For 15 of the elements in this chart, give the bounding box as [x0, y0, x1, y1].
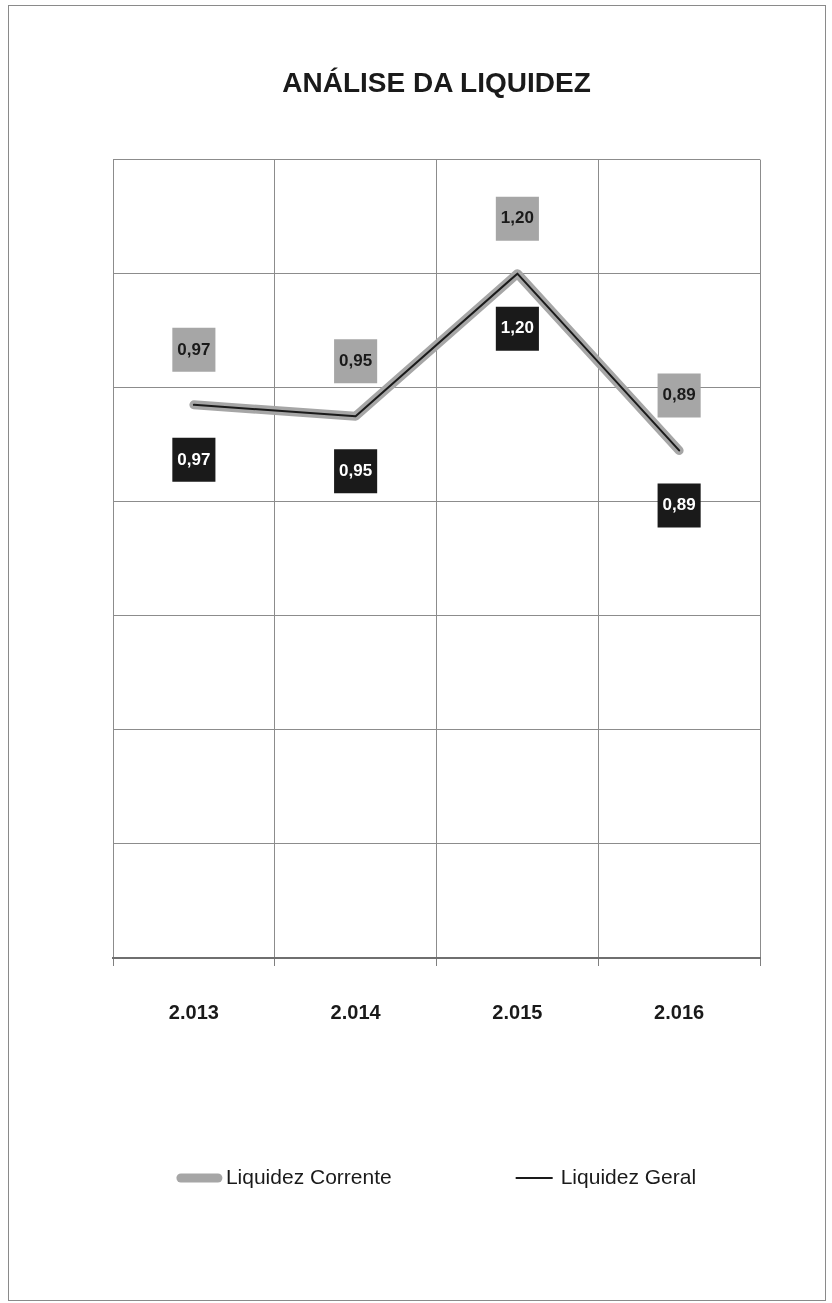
x-tick-label: 2.016 — [654, 1000, 705, 1023]
data-label: 0,97 — [177, 449, 211, 469]
data-label: 0,95 — [339, 460, 373, 480]
chart-title: ANÁLISE DA LIQUIDEZ — [282, 66, 591, 98]
data-label: 0,89 — [662, 495, 696, 515]
legend-label: Liquidez Geral — [560, 1164, 697, 1188]
x-tick-label: 2.013 — [168, 1000, 219, 1023]
data-label: 0,97 — [177, 339, 211, 359]
data-label: 0,95 — [339, 350, 373, 370]
x-tick-label: 2.015 — [492, 1000, 543, 1023]
legend-label: Liquidez Corrente — [225, 1164, 392, 1188]
data-label: 1,20 — [500, 318, 534, 338]
data-label: 1,20 — [500, 208, 534, 228]
x-tick-label: 2.014 — [330, 1000, 382, 1023]
data-label: 0,89 — [662, 385, 696, 405]
